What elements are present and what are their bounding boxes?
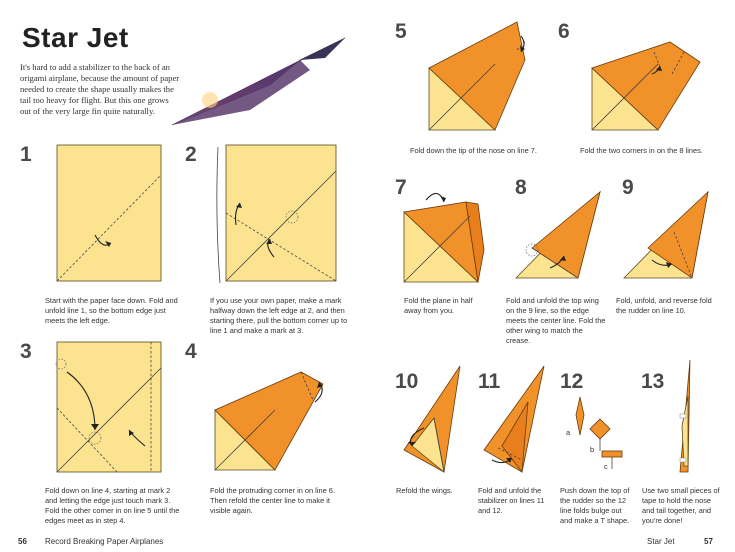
step-4-diagram <box>214 371 324 471</box>
footer-right-title: Star Jet <box>647 537 675 546</box>
left-page-number: 56 <box>18 537 27 546</box>
step-4-number: 4 <box>185 340 197 363</box>
intro-paragraph: It's hard to add a stabilizer to the bac… <box>20 62 180 116</box>
step-9-number: 9 <box>622 176 634 199</box>
step-1-diagram <box>56 144 162 282</box>
step-3-number: 3 <box>20 340 32 363</box>
step-8-number: 8 <box>515 176 527 199</box>
step-13-number: 13 <box>641 370 665 393</box>
step-7-caption: Fold the plane in half away from you. <box>404 296 473 315</box>
step-2-diagram <box>216 144 337 284</box>
step-10-diagram <box>403 365 461 473</box>
step-12-caption: Push down the top of the rudder so the 1… <box>560 486 630 525</box>
step-3-caption: Fold down on line 4, starting at mark 2 … <box>45 486 180 525</box>
footer-left-title: Record Breaking Paper Airplanes <box>45 537 164 546</box>
step-1-caption: Start with the paper face down. Fold and… <box>45 296 178 325</box>
step-9-diagram <box>623 190 709 279</box>
step-2-caption: If you use your own paper, make a mark h… <box>210 296 348 335</box>
step-12-number: 12 <box>560 370 584 393</box>
step-13-caption: Use two small pieces of tape to hold the… <box>642 486 720 525</box>
step-7-number: 7 <box>395 176 407 199</box>
step-5-caption: Fold down the tip of the nose on line 7. <box>410 146 537 155</box>
step-5-diagram <box>428 21 526 131</box>
step-1-number: 1 <box>20 143 32 166</box>
page-title: Star Jet <box>22 22 129 53</box>
step-6-number: 6 <box>558 20 570 43</box>
step-2-number: 2 <box>185 143 197 166</box>
footer-left-page: 56 <box>18 537 27 546</box>
step-7-diagram <box>403 192 485 284</box>
step-8-diagram <box>515 190 601 279</box>
step-3-diagram <box>55 341 162 473</box>
step-11-diagram <box>483 365 545 474</box>
step-11-number: 11 <box>478 370 501 393</box>
star-jet-photo <box>171 37 346 126</box>
step-4-caption: Fold the protruding corner in on line 6.… <box>210 486 335 515</box>
step-10-number: 10 <box>395 370 419 393</box>
step-12-label-b: b <box>590 445 595 454</box>
step-5-number: 5 <box>395 20 407 43</box>
step-9-caption: Fold, unfold, and reverse fold the rudde… <box>616 296 712 315</box>
step-12-label-a: a <box>566 428 571 437</box>
step-8-caption: Fold and unfold the top wing on the 9 li… <box>506 296 606 345</box>
step-13-diagram <box>679 359 691 473</box>
step-6-caption: Fold the two corners in on the 8 lines. <box>580 146 703 155</box>
step-11-caption: Fold and unfold the stabilizer on lines … <box>478 486 545 515</box>
step-10-caption: Refold the wings. <box>396 486 453 495</box>
step-6-diagram <box>591 41 701 131</box>
right-page-number: 57 <box>704 537 713 546</box>
step-12-diagram <box>575 396 623 469</box>
step-12-label-c: c <box>604 462 608 471</box>
